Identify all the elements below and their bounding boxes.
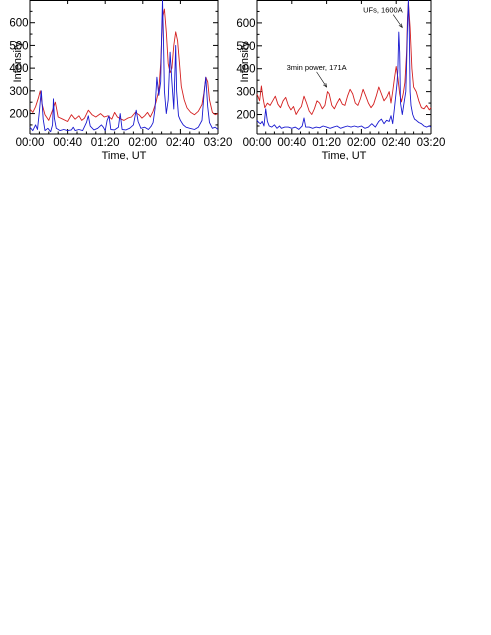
figure: 00:00 00:40 01:20 02:00 02:40 03:20 200 300 400 5… [9,0,445,160]
right-series [256,0,432,130]
y-tick-label: 300 [9,86,28,98]
chart-right: 00:00 00:40 01:20 02:00 02:40 03:20 200 300 400 5… [236,0,445,160]
x-tick-label: 01:20 [91,137,120,149]
chart-left: 00:00 00:40 01:20 02:00 02:40 03:20 200 300 400 5… [9,0,232,160]
x-tick-label: 00:40 [277,137,306,149]
y-tick-label: 400 [9,63,28,75]
right-xlabel: Time, UT [322,150,367,160]
plot-area-left [29,0,219,135]
y-tick-label: 300 [236,87,255,99]
x-tick-label: 02:40 [166,137,195,149]
blue-series-line [29,0,219,133]
right-ylabel: Intensity [239,41,251,82]
y-tick-label: 200 [236,110,255,122]
annotation-label: 3min power, 171A [287,63,347,72]
annotation-label: UFs, 1600A [363,6,403,15]
x-tick-label: 02:00 [128,137,157,149]
y-tick-label: 500 [9,40,28,52]
right-annotations: 3min power, 171A UFs, 1600A [287,6,403,88]
left-xlabel: Time, UT [102,150,147,160]
y-tick-label: 500 [236,41,255,53]
x-tick-label: 02:40 [382,137,411,149]
x-tick-label: 00:40 [53,137,82,149]
annotation-arrow [316,71,327,88]
left-series [29,0,219,133]
x-tick-label: 02:00 [347,137,376,149]
red-series-line [29,8,219,122]
annotation-arrow [392,14,403,28]
x-tick-label: 00:00 [16,137,45,149]
left-ticks: 00:00 00:40 01:20 02:00 02:40 03:20 200 300 400 5… [9,0,232,149]
x-tick-label: 00:00 [243,137,272,149]
left-ylabel: Intensity [12,41,24,82]
annotation-arrowhead [323,83,328,88]
x-tick-label: 03:20 [417,137,446,149]
y-tick-label: 400 [236,64,255,76]
red-series-line [256,1,432,115]
x-tick-label: 03:20 [204,137,233,149]
y-tick-label: 600 [236,18,255,30]
annotation-arrowhead [398,23,403,29]
blue-series-line [256,0,432,130]
y-tick-label: 600 [9,18,28,30]
x-tick-label: 01:20 [312,137,341,149]
y-tick-label: 200 [9,109,28,121]
right-ticks: 00:00 00:40 01:20 02:00 02:40 03:20 200 300 400 5… [236,0,445,149]
